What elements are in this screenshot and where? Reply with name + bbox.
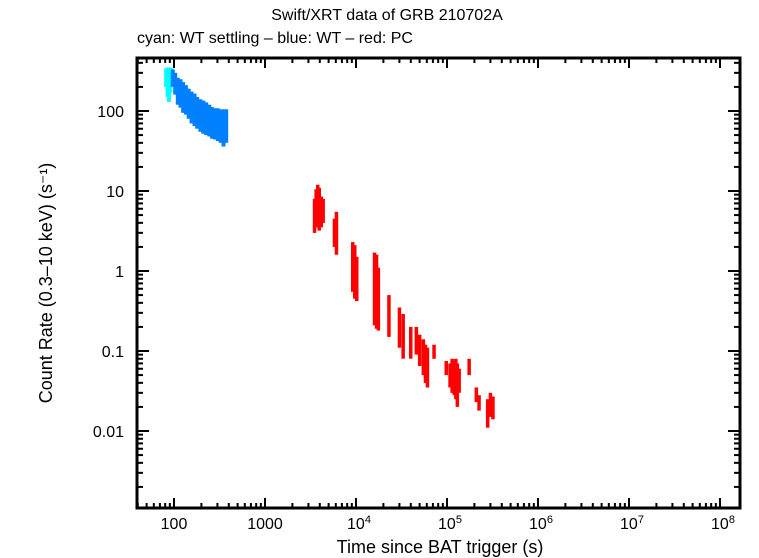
data-point (409, 326, 413, 359)
y-tick-label: 1 (115, 264, 124, 281)
x-tick-label: 107 (620, 514, 644, 533)
data-point (178, 79, 183, 108)
data-point (332, 218, 337, 247)
data-point (455, 363, 460, 407)
data-point (372, 252, 377, 326)
data-point (210, 107, 215, 139)
data-point (425, 347, 430, 388)
data-point (417, 334, 422, 366)
data-point (175, 77, 180, 105)
x-tick-label: 105 (438, 514, 462, 533)
data-point (321, 198, 325, 223)
data-point (207, 104, 212, 137)
series-pc (312, 184, 495, 428)
data-point (457, 368, 461, 393)
data-point (192, 93, 197, 126)
data-point (170, 69, 175, 87)
data-point (450, 358, 454, 393)
data-point (319, 196, 323, 228)
data-point (491, 396, 495, 420)
data-point (387, 295, 391, 337)
data-point (224, 109, 229, 143)
data-point (334, 211, 339, 255)
data-point (432, 344, 436, 359)
data-point (201, 100, 206, 134)
data-point (195, 96, 200, 129)
y-tick-label: 0.1 (102, 344, 124, 361)
data-point (198, 99, 203, 132)
data-point (477, 395, 481, 411)
series-wt (170, 69, 229, 147)
x-tick-label: 108 (711, 514, 735, 533)
x-tick-label: 104 (347, 514, 371, 533)
x-axis-label: Time since BAT trigger (s) (337, 537, 544, 557)
x-tick-label: 1000 (247, 516, 283, 533)
x-tick-label: 106 (529, 514, 553, 533)
data-point (351, 242, 355, 292)
chart-subtitle: cyan: WT settling – blue: WT – red: PC (137, 30, 413, 47)
data-point (173, 72, 178, 95)
data-point (215, 108, 220, 142)
data-point (317, 187, 321, 231)
chart-title: Swift/XRT data of GRB 210702A (271, 7, 503, 24)
y-tick-label: 0.01 (93, 424, 124, 441)
data-point (183, 85, 188, 115)
data-point (474, 387, 479, 403)
y-axis-label: Count Rate (0.3–10 keV) (s⁻¹) (36, 163, 56, 404)
data-point (488, 392, 493, 417)
data-point (397, 307, 402, 348)
data-point (353, 245, 357, 299)
data-point (181, 82, 186, 113)
data-point (186, 88, 191, 119)
y-tick-label: 10 (106, 184, 124, 201)
data-point (401, 314, 405, 359)
x-tick-label: 100 (161, 516, 188, 533)
data-point (444, 361, 448, 376)
data-point (448, 363, 452, 388)
y-tick-label: 100 (97, 104, 124, 121)
data-point (189, 91, 194, 124)
data-point (423, 344, 428, 383)
data-point (204, 102, 209, 136)
data-point (485, 399, 490, 428)
data-point (355, 256, 359, 302)
data-point (467, 358, 471, 376)
data-point (376, 267, 381, 331)
data-point (213, 108, 217, 140)
data-point (374, 254, 379, 329)
data-point (421, 339, 426, 376)
data-point (221, 109, 226, 147)
data-point (218, 109, 223, 143)
data-point (414, 326, 419, 355)
